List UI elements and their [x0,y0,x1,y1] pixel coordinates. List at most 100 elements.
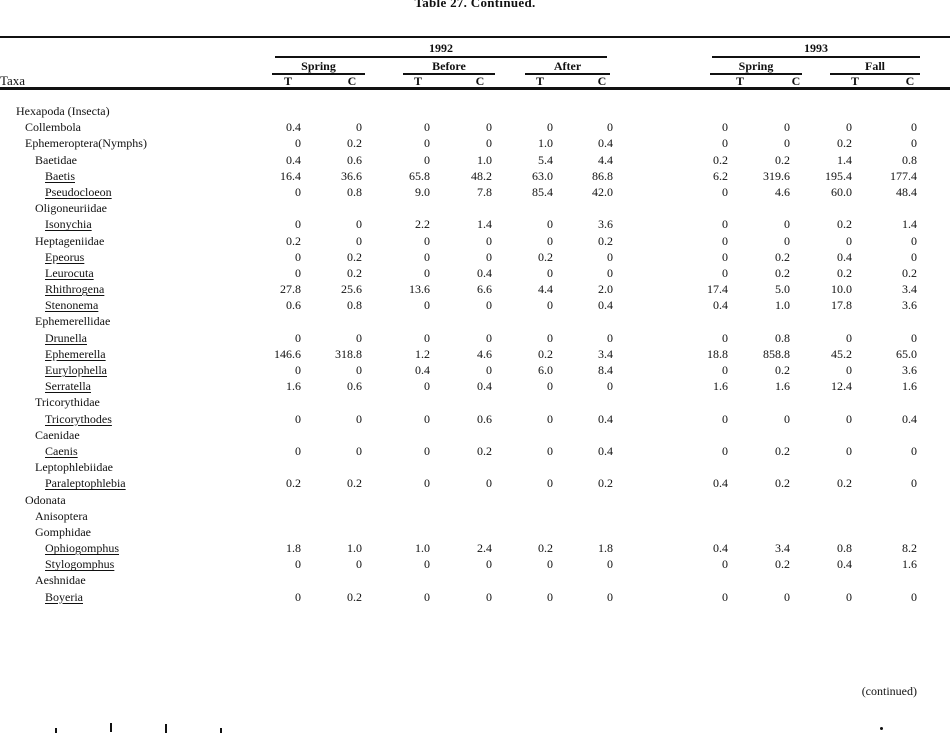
value-cell: 0.8 [902,152,917,167]
value-cell [492,524,553,540]
subcol-header-t: T [413,74,422,88]
value-cell: 0 [547,298,553,313]
value-cell: 0.2 [347,265,362,280]
value-cell [301,200,362,216]
taxa-name: Odonata [25,492,66,507]
value-cell [852,313,917,329]
value-cell: 0 [607,557,613,572]
subcol-header-t: T [735,74,744,88]
table-row: Oligoneuriidae [8,200,942,216]
value-cell: 0 [547,233,553,248]
value-cell: 0 [846,589,852,604]
value-cell: 0.2 [837,476,852,491]
value-cell: 318.8 [335,346,362,361]
value-cell: 0 [486,363,492,377]
value-cell: 12.4 [831,379,852,394]
value-cell: 0 [424,233,430,248]
value-cell: 0 [607,589,613,604]
value-cell: 0 [722,184,728,199]
value-cell [728,313,790,329]
value-cell [255,200,301,216]
value-cell [553,572,613,588]
value-cell: 2.0 [598,282,613,297]
value-cell: 48.2 [471,168,492,183]
taxa-name: Stenonema [45,298,99,313]
value-cell [492,508,553,524]
year-header-1992: 1992 [429,41,453,55]
value-cell: 0.6 [347,379,362,394]
taxa-name: Oligoneuriidae [35,201,107,216]
value-cell: 0.2 [286,233,301,248]
value-cell: 0.4 [713,476,728,491]
value-cell: 1.6 [286,379,301,394]
value-cell [492,394,553,410]
value-cell: 0.2 [347,249,362,264]
taxa-name: Ephemeroptera(Nymphs) [25,136,147,151]
subcol-header-c: C [791,74,801,88]
table-row: Paraleptophlebia 0.2 0.2 0 0 0 0.2 0.4 0.2 0.2 0 [8,475,942,491]
header-bottom-rule [0,87,950,90]
value-cell [852,572,917,588]
value-cell [301,394,362,410]
value-cell [790,427,852,443]
value-cell: 0 [547,379,553,394]
value-cell [301,524,362,540]
value-cell [492,459,553,475]
taxa-name: Collembola [25,120,81,135]
value-cell [553,200,613,216]
value-cell: 0 [295,411,301,426]
value-cell: 0 [486,233,492,248]
value-cell: 2.4 [477,541,492,556]
value-cell: 0.2 [902,265,917,280]
value-cell: 45.2 [831,346,852,361]
table-row: Isonychia 0 0 2.2 1.4 0 3.6 0 0 0.2 1.4 [8,216,942,232]
value-cell [301,572,362,588]
value-cell: 0 [295,249,301,264]
table-row: Ephemeroptera(Nymphs) 0 0.2 0 0 1.0 0.4 0 0 0.2 0 [8,135,942,151]
taxa-column-header: Taxa [0,73,26,88]
value-cell: 48.4 [896,184,917,199]
value-cell: 65.8 [409,168,430,183]
value-cell: 3.6 [902,298,917,313]
value-cell: 0 [784,589,790,604]
value-cell: 0 [547,217,553,232]
value-cell [255,459,301,475]
year-1992-underline [275,56,607,58]
value-cell [553,103,613,119]
value-cell: 1.2 [415,346,430,361]
value-cell [255,313,301,329]
value-cell: 0 [295,363,301,377]
taxa-name: Drunella [45,330,87,345]
value-cell: 0 [356,557,362,572]
value-cell [790,103,852,119]
value-cell: 1.8 [598,541,613,556]
taxa-name: Anisoptera [35,508,88,523]
value-cell: 0 [846,330,852,345]
value-cell [613,524,728,540]
value-cell: 0 [356,330,362,345]
taxa-name: Boyeria [45,589,83,604]
value-cell [553,492,613,508]
value-cell [255,492,301,508]
value-cell [790,459,852,475]
value-cell: 0 [607,249,613,264]
value-cell: 0.2 [347,476,362,491]
value-cell: 4.6 [477,346,492,361]
taxa-name: Leptophlebiidae [35,460,113,475]
value-cell: 1.8 [286,541,301,556]
value-cell [553,524,613,540]
value-cell: 4.4 [538,282,553,297]
value-cell: 0 [424,249,430,264]
value-cell: 5.4 [538,152,553,167]
value-cell [852,524,917,540]
value-cell: 0.2 [598,233,613,248]
value-cell [362,492,430,508]
value-cell: 0 [486,120,492,135]
value-cell: 0.4 [598,136,613,151]
value-cell: 0 [486,249,492,264]
value-cell: 1.6 [902,557,917,572]
table-row: Aeshnidae [8,572,942,588]
value-cell: 0 [486,298,492,313]
value-cell [255,524,301,540]
value-cell: 0 [356,411,362,426]
